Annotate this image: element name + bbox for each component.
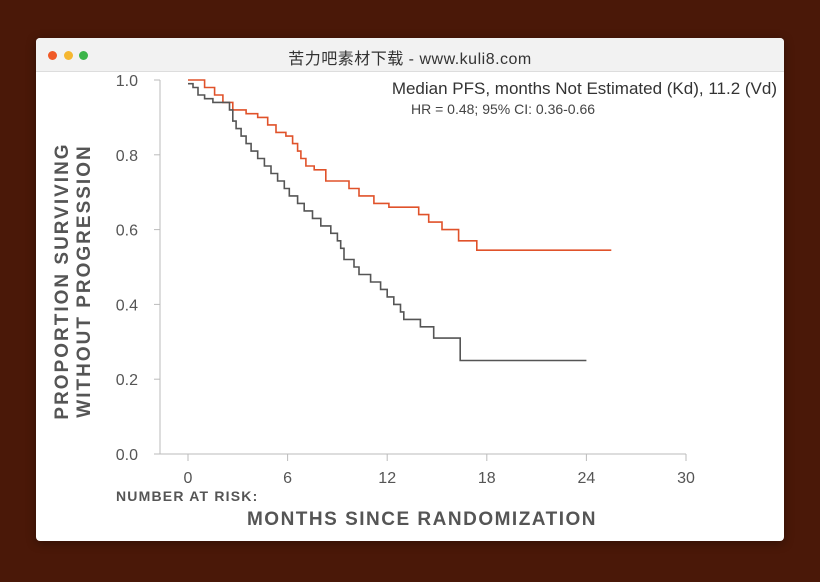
y-tick-label: 0.6 — [116, 223, 138, 240]
y-tick-label: 0.2 — [116, 372, 138, 389]
y-tick-label: 1.0 — [116, 73, 138, 90]
x-tick-label: 6 — [283, 470, 292, 487]
close-window-button[interactable] — [48, 51, 57, 60]
y-tick-label: 0.0 — [116, 447, 138, 464]
chart-area: 0.0 0.2 0.4 0.6 0.8 1.0 0 6 12 18 24 30 PROPORTION S… — [36, 71, 784, 541]
risk-table-header: NUMBER AT RISK: — [116, 488, 258, 504]
y-tick-label: 0.8 — [116, 148, 138, 165]
title-bar: 苦力吧素材下载 - www.kuli8.com — [36, 38, 784, 72]
km-survival-chart: 0.0 0.2 0.4 0.6 0.8 1.0 0 6 12 18 24 30 PROPORTION S… — [52, 73, 777, 530]
y-axis-label-line: WITHOUT PROGRESSION — [74, 144, 95, 417]
y-tick-label: 0.4 — [116, 297, 138, 314]
y-axis-label-line: PROPORTION SURVIVING — [52, 142, 73, 419]
chart-subtitle: HR = 0.48; 95% CI: 0.36-0.66 — [411, 101, 595, 117]
minimize-window-button[interactable] — [64, 51, 73, 60]
x-tick-label: 0 — [184, 470, 193, 487]
x-tick-label: 12 — [378, 470, 396, 487]
x-tick-label: 24 — [578, 470, 596, 487]
x-tick-label: 30 — [677, 470, 695, 487]
window-title: 苦力吧素材下载 - www.kuli8.com — [288, 51, 532, 68]
maximize-window-button[interactable] — [79, 51, 88, 60]
browser-window: 苦力吧素材下载 - www.kuli8.com 0.0 0.2 0.4 0.6 0.8 1… — [36, 38, 784, 541]
x-axis-label: MONTHS SINCE RANDOMIZATION — [247, 509, 597, 530]
x-tick-label: 18 — [478, 470, 496, 487]
chart-title: Median PFS, months Not Estimated (Kd), 1… — [392, 79, 777, 98]
series-line-vd — [188, 82, 587, 362]
series-line-kd — [188, 79, 612, 251]
